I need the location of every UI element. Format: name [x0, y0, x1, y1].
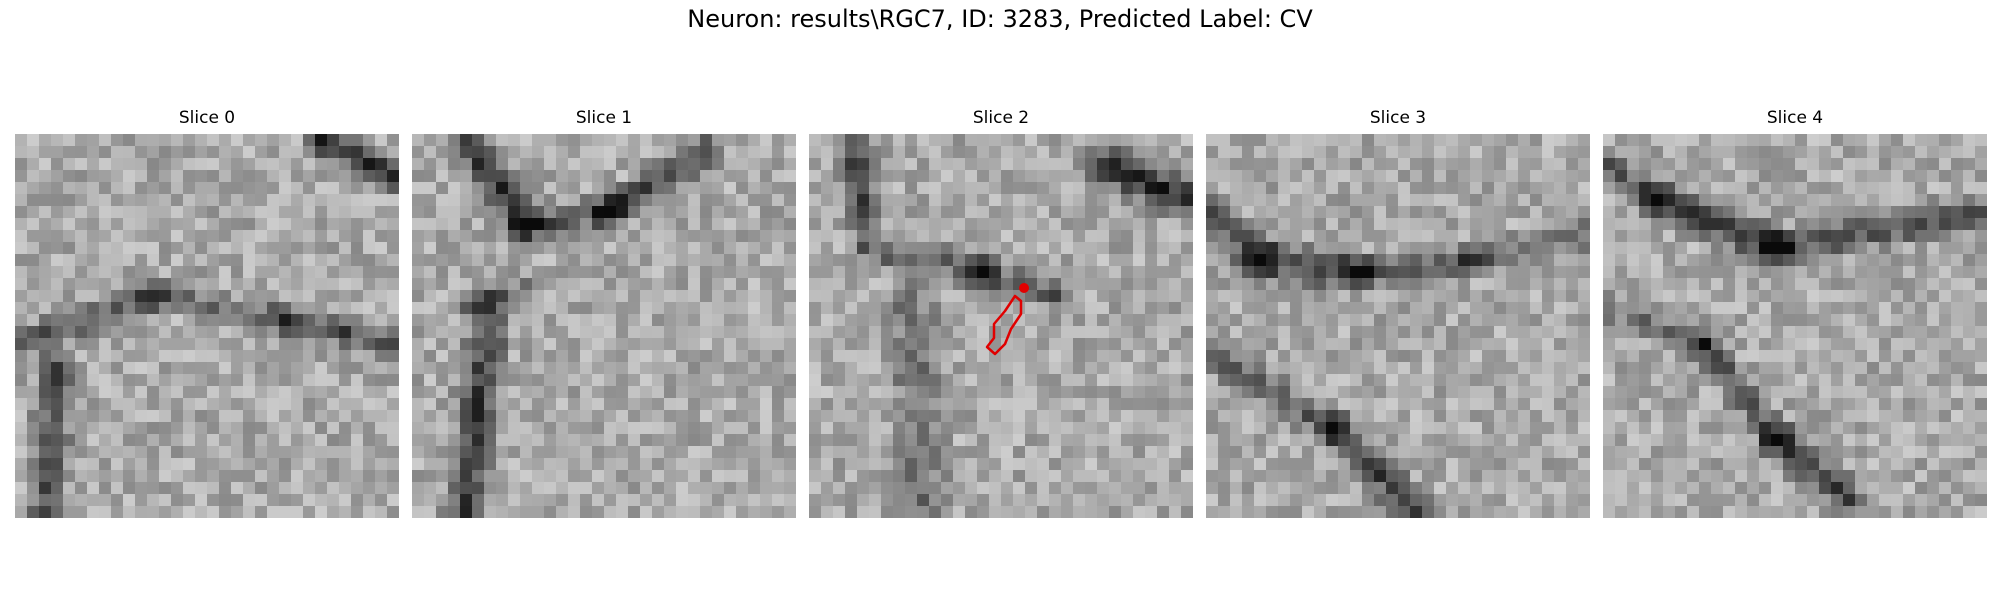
red-marker	[1019, 283, 1029, 293]
slice-4-pixels	[1603, 134, 1987, 518]
slice-2-image	[809, 134, 1193, 518]
slice-2-annotation	[985, 283, 1029, 356]
slice-3-image	[1206, 134, 1590, 518]
slice-1-image	[412, 134, 796, 518]
slice-0-image	[15, 134, 399, 518]
slice-1-pixels	[412, 134, 796, 518]
slice-2-title: Slice 2	[972, 108, 1030, 128]
slice-3-title: Slice 3	[1369, 108, 1427, 128]
slice-2-pixels	[809, 134, 1193, 518]
slice-4-title: Slice 4	[1766, 108, 1824, 128]
slice-0-title: Slice 0	[178, 108, 236, 128]
slice-4-image	[1603, 134, 1987, 518]
figure-title: Neuron: results\RGC7, ID: 3283, Predicte…	[687, 5, 1313, 33]
slice-0-pixels	[15, 134, 399, 518]
slice-1-title: Slice 1	[575, 108, 633, 128]
red-contour	[985, 294, 1023, 356]
slice-3-pixels	[1206, 134, 1590, 518]
